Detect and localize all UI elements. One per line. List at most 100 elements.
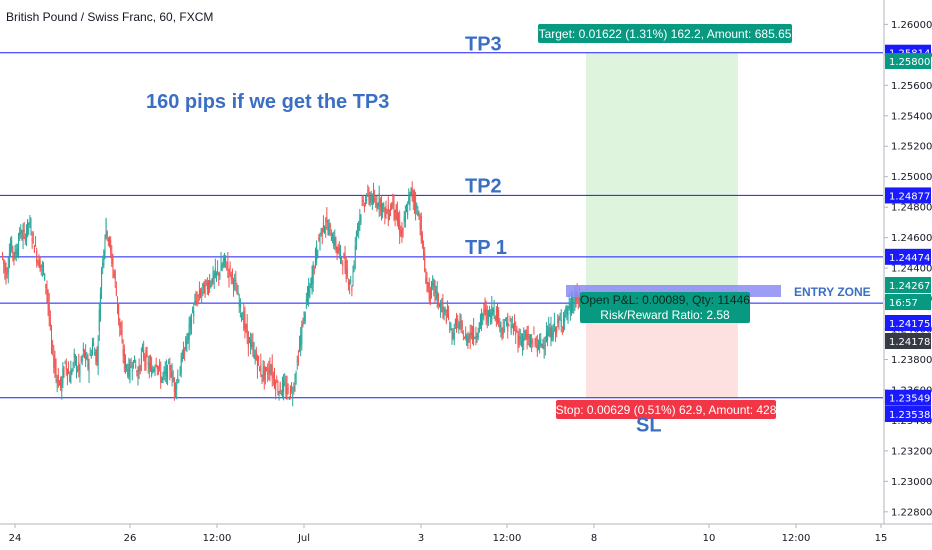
candle-body [62,368,64,384]
candle-body [391,204,393,211]
candle-body [87,356,89,368]
candle-body [254,355,256,359]
candle-body [321,228,323,235]
candle-body [23,229,25,233]
candle-body [25,231,27,239]
candle-body [558,321,560,323]
candle-body [355,232,357,240]
candle-body [110,240,112,251]
candle-body [341,257,343,260]
candle-body [475,335,477,338]
candle-body [497,314,499,322]
candle-body [279,382,281,393]
price-axis-bg [884,0,932,550]
candle-body [507,315,509,332]
candle-body [156,366,158,370]
candle-body [473,327,475,340]
candle-body [329,222,331,228]
y-tick-label-15: 1.23000 [891,477,932,488]
candle-body [227,262,229,269]
candle-body [396,210,398,223]
candle-body [131,369,133,372]
target-label-text: Target: 0.01622 (1.31%) 162.2, Amount: 6… [539,27,792,41]
candle-body [147,361,149,365]
candle-body [35,245,37,247]
candle-body [109,241,111,243]
candle-body [294,380,296,382]
candle-body [123,348,125,364]
candle-body [572,297,574,313]
price-tag-text-4: 1.24178 [889,337,930,348]
y-tick-label-2: 1.25600 [891,81,932,92]
candle-body [169,364,171,371]
candle-body [104,239,106,254]
candle-body [526,334,528,339]
candle-body [251,341,253,347]
candle-body [506,321,508,326]
candle-body [317,249,319,259]
candle-body [241,314,243,317]
candle-body [431,284,433,291]
candle-body [175,384,177,392]
candle-body [383,203,385,206]
candle-body [570,298,572,314]
candle-body [211,278,213,285]
candle-body [20,229,22,234]
candle-body [468,336,470,339]
candle-body [38,256,40,268]
candle-body [103,250,105,265]
level-tag-2: 1.24474 [885,248,931,265]
level-tag-3: 1.23549 [885,389,931,406]
candle-body [173,378,175,393]
candle-body [386,212,388,214]
candle-body [255,350,257,361]
candle-body [446,309,448,314]
candle-body [213,273,215,279]
candle-body [217,270,219,272]
price-tag-text-1: 1.24267 [889,281,930,292]
candle-body [172,377,174,382]
candle-body [495,308,497,321]
x-tick-label-6: 8 [591,533,597,544]
candle-body [138,367,140,373]
y-tick-label-8: 1.24400 [891,264,932,275]
price-tag-3: 1.24175 [885,315,931,331]
candle-body [434,280,436,294]
candle-body [369,197,371,203]
candle-body [247,331,249,347]
candle-body [256,360,258,370]
candle-body [27,219,29,234]
candle-body [269,365,271,374]
candle-body [358,222,360,232]
annotations: TP3 TP2 TP 1 SL 160 pips if we get the TP3 [146,34,662,437]
price-tag-box-2 [885,294,931,310]
candle-body [363,205,365,207]
candle-body [335,240,337,250]
candle-body [43,264,45,272]
candle-body [52,346,54,348]
candle-body [372,193,374,203]
candle-body [24,236,26,242]
candle-body [499,323,501,328]
candle-body [325,227,327,229]
pnl-label: Open P&L: 0.00089, Qty: 11446Risk/Reward… [580,292,750,323]
stop-label: Stop: 0.00629 (0.51%) 62.9, Amount: 428 [556,400,777,419]
candle-body [116,296,118,310]
candle-body [561,326,563,328]
candle-body [399,220,401,234]
candle-body [39,260,41,271]
candle-body [429,289,431,301]
candle-body [359,214,361,223]
candle-body [77,368,79,371]
candle-body [540,338,542,346]
candle-body [130,366,132,368]
candle-body [58,383,60,386]
candle-body [327,228,329,234]
candle-body [259,367,261,371]
candle-body [286,383,288,395]
candle-body [50,333,52,345]
candle-body [384,208,386,217]
candle-body [330,237,332,241]
candle-body [353,263,355,268]
